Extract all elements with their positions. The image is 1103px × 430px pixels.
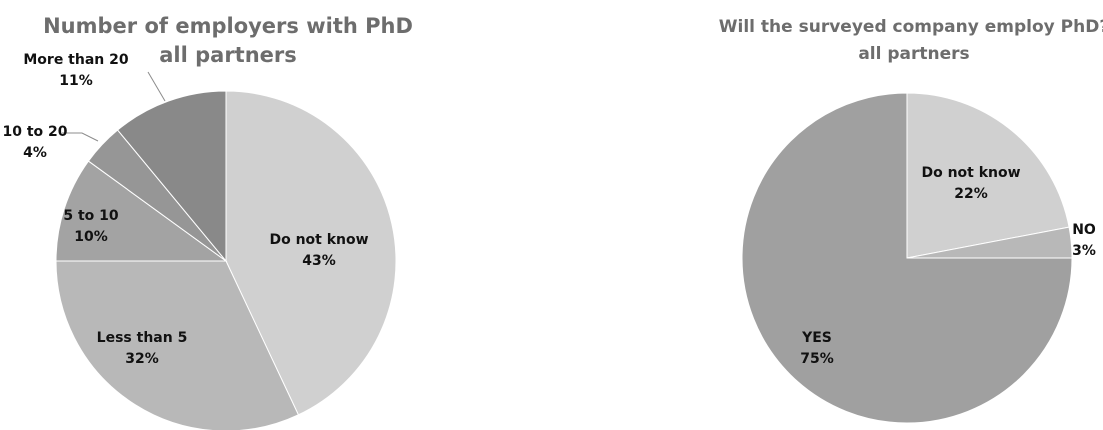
slice-name: Do not know [921, 165, 1020, 181]
slice-name: YES [801, 330, 832, 346]
chart-employ-phd-subtitle: all partners [858, 44, 969, 64]
slice-percent: 22% [954, 186, 988, 202]
chart-employers-title: Number of employers with PhD [43, 14, 413, 38]
slice-name: More than 20 [23, 52, 129, 68]
pie-slice-yes [741, 92, 1073, 424]
pie-slice-less-than-5 [55, 260, 300, 430]
slice-percent: 4% [23, 145, 47, 161]
slice-name: NO [1072, 222, 1096, 238]
pie-slice-more-than-20 [116, 90, 227, 263]
chart-employers: Number of employers with PhD all partner… [2, 14, 413, 430]
slice-name: 5 to 10 [63, 208, 119, 224]
pie-slice-do-not-know [906, 92, 1070, 259]
slice-percent: 32% [125, 351, 159, 367]
chart-employers-pie: Do not know 43% Less than 5 32% 5 to 10 10% 10… [2, 52, 397, 430]
slice-label-yes: YES 75% [800, 330, 834, 367]
slice-name: 10 to 20 [2, 124, 67, 140]
chart-employ-phd: Will the surveyed company employ PhD? al… [719, 17, 1103, 424]
slice-percent: 3% [1072, 243, 1096, 259]
slice-label-5-to-10: 5 to 10 10% [63, 208, 119, 245]
slice-percent: 75% [800, 351, 834, 367]
pie-slice-5-to-10 [55, 160, 228, 262]
slice-label-do-not-know: Do not know 43% [269, 232, 368, 269]
leader-line-more-than-20 [147, 71, 166, 102]
chart-employ-phd-pie: Do not know 22% NO 3% YES 75% [741, 92, 1096, 424]
pie-slice-do-not-know [225, 90, 397, 416]
slice-label-do-not-know: Do not know 22% [921, 165, 1020, 202]
slice-name: Do not know [269, 232, 368, 248]
slice-label-more-than-20: More than 20 11% [23, 52, 129, 89]
slice-percent: 10% [74, 229, 108, 245]
slice-label-less-than-5: Less than 5 32% [97, 330, 188, 367]
slice-percent: 11% [59, 73, 93, 89]
slice-label-10-to-20: 10 to 20 4% [2, 124, 67, 161]
chart-employers-subtitle: all partners [159, 43, 297, 67]
slice-label-no: NO 3% [1072, 222, 1096, 259]
slice-name: Less than 5 [97, 330, 188, 346]
leader-line-10-to-20 [62, 132, 99, 142]
slice-percent: 43% [302, 253, 336, 269]
chart-employ-phd-title: Will the surveyed company employ PhD? [719, 17, 1103, 37]
